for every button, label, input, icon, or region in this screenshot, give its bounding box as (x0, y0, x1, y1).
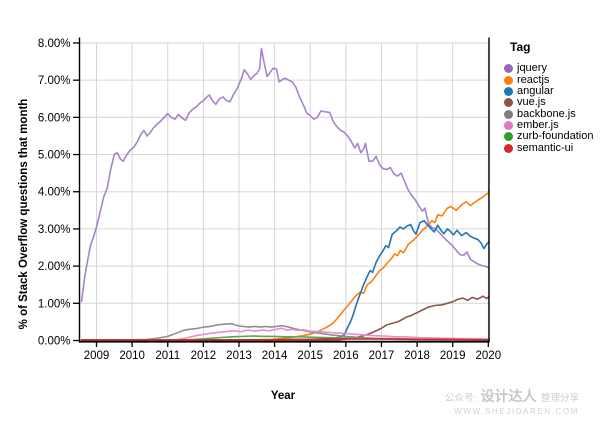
x-tick-label: 2016 (333, 350, 359, 362)
watermark-suffix: 整理分享 (540, 393, 579, 404)
legend-label: ember.js (517, 118, 559, 131)
x-tick-label: 2020 (476, 350, 502, 362)
legend-item-angular: angular (497, 84, 613, 97)
series-line-jquery (80, 47, 490, 303)
y-tick-label: 6.00% (38, 112, 71, 124)
x-tick-label: 2011 (155, 350, 180, 362)
y-tick-label: 1.00% (38, 298, 71, 310)
x-tick-label: 2014 (262, 350, 288, 362)
legend-dot-icon (504, 132, 513, 142)
y-tick-label: 3.00% (38, 224, 71, 236)
x-tick-label: 2013 (226, 350, 252, 362)
legend-item-vue.js: vue.js (497, 97, 613, 108)
legend-label: jquery (517, 62, 547, 75)
x-tick-label: 2012 (191, 350, 217, 362)
y-tick-label: 0.00% (38, 336, 71, 348)
legend-dot-icon (504, 64, 513, 74)
y-axis-title: % of Stack Overflow questions that month (18, 98, 30, 330)
legend-item-jquery: jquery (497, 63, 613, 74)
y-tick-label: 2.00% (38, 261, 71, 273)
series-line-reactjs (80, 189, 490, 341)
legend-dot-icon (504, 86, 513, 96)
legend-label: angular (517, 84, 554, 97)
watermark-text: 公众号: 设计达人 整理分享 (445, 388, 579, 406)
legend-dot-icon (504, 143, 513, 153)
legend-item-zurb-foundation: zurb-foundation (497, 131, 613, 142)
legend-label: zurb-foundation (517, 130, 594, 143)
series-line-semantic-ui (80, 338, 490, 341)
y-tick-label: 5.00% (38, 150, 71, 162)
watermark-prefix: 公众号: (444, 393, 477, 404)
legend-title: Tag (510, 40, 531, 54)
y-tick-label: 8.00% (38, 38, 71, 50)
legend-item-reactjs: reactjs (497, 74, 613, 85)
watermark-url: WWW.SHEJIDAREN.COM (454, 406, 579, 416)
legend-label: reactjs (517, 73, 550, 86)
legend: Tag jquery reactjs angular vue.js backbone.j… (497, 40, 613, 154)
legend-item-backbone.js: backbone.js (497, 108, 613, 119)
legend-items: jquery reactjs angular vue.js backbone.js emb… (497, 63, 613, 154)
x-tick-label: 2017 (369, 350, 395, 362)
series-line-angular (80, 219, 490, 341)
x-tick-label: 2009 (84, 350, 110, 362)
legend-dot-icon (504, 98, 513, 108)
y-tick-label: 7.00% (38, 75, 71, 87)
series-line-vue.js (80, 295, 490, 341)
legend-dot-icon (504, 120, 513, 130)
series-line-ember.js (80, 327, 490, 341)
x-tick-label: 2015 (297, 350, 323, 362)
legend-label: semantic-ui (517, 141, 574, 154)
legend-item-semantic-ui: semantic-ui (497, 142, 613, 153)
legend-label: vue.js (517, 96, 546, 109)
legend-dot-icon (504, 109, 513, 119)
y-tick-label: 4.00% (38, 187, 71, 199)
legend-dot-icon (504, 75, 513, 85)
watermark-brand: 设计达人 (480, 388, 537, 404)
x-axis-title: Year (270, 390, 296, 402)
x-tick-label: 2019 (440, 350, 466, 362)
x-tick-label: 2010 (119, 350, 145, 362)
legend-label: backbone.js (517, 107, 576, 120)
x-tick-label: 2018 (404, 350, 430, 362)
watermark: 公众号: 设计达人 整理分享 WWW.SHEJIDAREN.COM (445, 388, 579, 416)
legend-item-ember.js: ember.js (497, 118, 613, 131)
